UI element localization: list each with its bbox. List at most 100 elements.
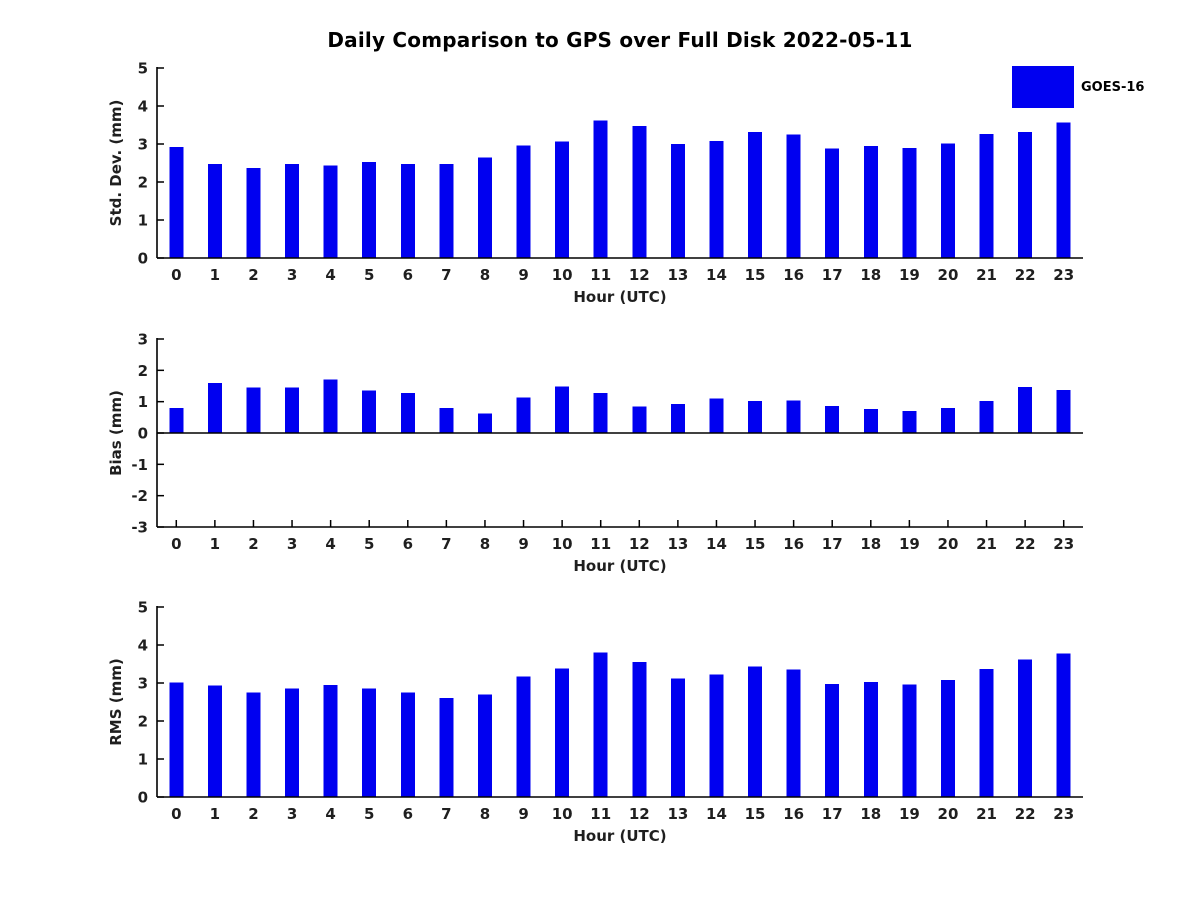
bar-hour-3: [285, 163, 300, 258]
bar-hour-22: [1018, 386, 1033, 433]
x-tick-label: 16: [783, 535, 804, 553]
x-tick-label: 19: [899, 805, 920, 823]
x-tick-label: 18: [860, 805, 881, 823]
x-tick-label: 22: [1015, 535, 1036, 553]
bar-hour-9: [516, 397, 531, 433]
bar-hour-23: [1056, 390, 1071, 433]
bar-hour-1: [207, 685, 222, 797]
x-tick-label: 21: [976, 535, 997, 553]
bar-hour-21: [979, 668, 994, 797]
bar-hour-19: [902, 148, 917, 258]
y-axis-label: Std. Dev. (mm): [107, 100, 125, 227]
x-tick-label: 16: [783, 266, 804, 284]
bar-hour-8: [477, 694, 492, 797]
x-tick-label: 10: [552, 535, 573, 553]
bar-hour-1: [207, 163, 222, 258]
x-tick-label: 4: [325, 266, 335, 284]
y-tick-label: 3: [138, 331, 148, 349]
bar-hour-15: [748, 666, 763, 797]
bar-hour-6: [400, 692, 415, 797]
bar-hour-2: [246, 167, 261, 258]
x-tick-label: 0: [171, 266, 181, 284]
x-tick-label: 6: [403, 805, 413, 823]
x-tick-label: 6: [403, 266, 413, 284]
y-axis-label: Bias (mm): [107, 390, 125, 476]
x-tick-label: 19: [899, 266, 920, 284]
x-tick-label: 15: [745, 805, 766, 823]
x-axis-label: Hour (UTC): [573, 827, 666, 845]
legend-label: GOES-16: [1081, 79, 1145, 95]
bar-hour-3: [285, 387, 300, 433]
x-tick-label: 5: [364, 535, 374, 553]
bar-hour-10: [555, 141, 570, 258]
x-tick-label: 12: [629, 805, 650, 823]
x-tick-label: 17: [822, 266, 843, 284]
x-tick-label: 9: [518, 535, 528, 553]
x-tick-label: 13: [667, 266, 688, 284]
x-tick-label: 20: [938, 535, 959, 553]
bar-hour-8: [477, 413, 492, 433]
bar-hour-5: [362, 161, 377, 258]
bar-hour-18: [863, 145, 878, 258]
x-tick-label: 2: [248, 266, 258, 284]
bar-hour-14: [709, 398, 724, 433]
x-tick-label: 15: [745, 266, 766, 284]
x-tick-label: 16: [783, 805, 804, 823]
x-tick-label: 23: [1053, 805, 1074, 823]
y-tick-label: 0: [138, 250, 148, 268]
bar-hour-4: [323, 684, 338, 797]
legend-swatch-icon: [1012, 66, 1074, 108]
x-tick-label: 23: [1053, 535, 1074, 553]
chart-title: Daily Comparison to GPS over Full Disk 2…: [327, 28, 913, 52]
bar-hour-13: [670, 144, 685, 258]
x-tick-label: 11: [590, 805, 611, 823]
bar-hour-16: [786, 400, 801, 433]
bar-hour-7: [439, 407, 454, 433]
x-axis-label: Hour (UTC): [573, 288, 666, 306]
bar-hour-4: [323, 165, 338, 258]
x-tick-label: 11: [590, 266, 611, 284]
bar-hour-8: [477, 157, 492, 258]
y-tick-label: 1: [138, 393, 148, 411]
bar-hour-15: [748, 401, 763, 433]
x-tick-label: 10: [552, 266, 573, 284]
x-tick-label: 0: [171, 535, 181, 553]
x-tick-label: 17: [822, 805, 843, 823]
x-tick-label: 22: [1015, 805, 1036, 823]
bar-hour-19: [902, 411, 917, 433]
y-tick-label: 2: [138, 174, 148, 192]
bar-hour-12: [632, 662, 647, 797]
bar-hour-2: [246, 387, 261, 433]
chart-std-dev-mm-: 0 1 2 3 4 5 6 7 8 9 10 11 12 13 14 15 16 17 18 19 20 21 22 2301…: [107, 60, 1083, 306]
bar-hour-9: [516, 145, 531, 258]
y-tick-label: 5: [138, 599, 148, 617]
bar-hour-6: [400, 393, 415, 433]
bar-hour-0: [169, 147, 184, 258]
bar-hour-5: [362, 688, 377, 797]
bar-hour-20: [940, 679, 955, 797]
x-tick-label: 1: [210, 535, 220, 553]
x-tick-label: 10: [552, 805, 573, 823]
x-tick-label: 3: [287, 535, 297, 553]
bar-hour-13: [670, 678, 685, 797]
x-tick-label: 21: [976, 266, 997, 284]
x-tick-label: 17: [822, 535, 843, 553]
x-tick-label: 7: [441, 805, 451, 823]
x-tick-label: 1: [210, 266, 220, 284]
x-tick-label: 15: [745, 535, 766, 553]
bar-hour-17: [825, 684, 840, 797]
bar-hour-20: [940, 407, 955, 433]
chart-bias-mm-: 0 1 2 3 4 5 6 7 8 9 10 11 12 13 14 15 16 17 18 19 20 21 22 23-3…: [107, 331, 1083, 575]
bar-hour-19: [902, 684, 917, 797]
x-tick-label: 0: [171, 805, 181, 823]
x-tick-label: 8: [480, 535, 490, 553]
bar-hour-17: [825, 406, 840, 433]
legend: GOES-16: [1012, 66, 1144, 108]
bar-hour-16: [786, 134, 801, 258]
x-tick-label: 7: [441, 266, 451, 284]
bar-hour-10: [555, 668, 570, 797]
y-axis-label: RMS (mm): [107, 658, 125, 745]
y-tick-label: 3: [138, 675, 148, 693]
